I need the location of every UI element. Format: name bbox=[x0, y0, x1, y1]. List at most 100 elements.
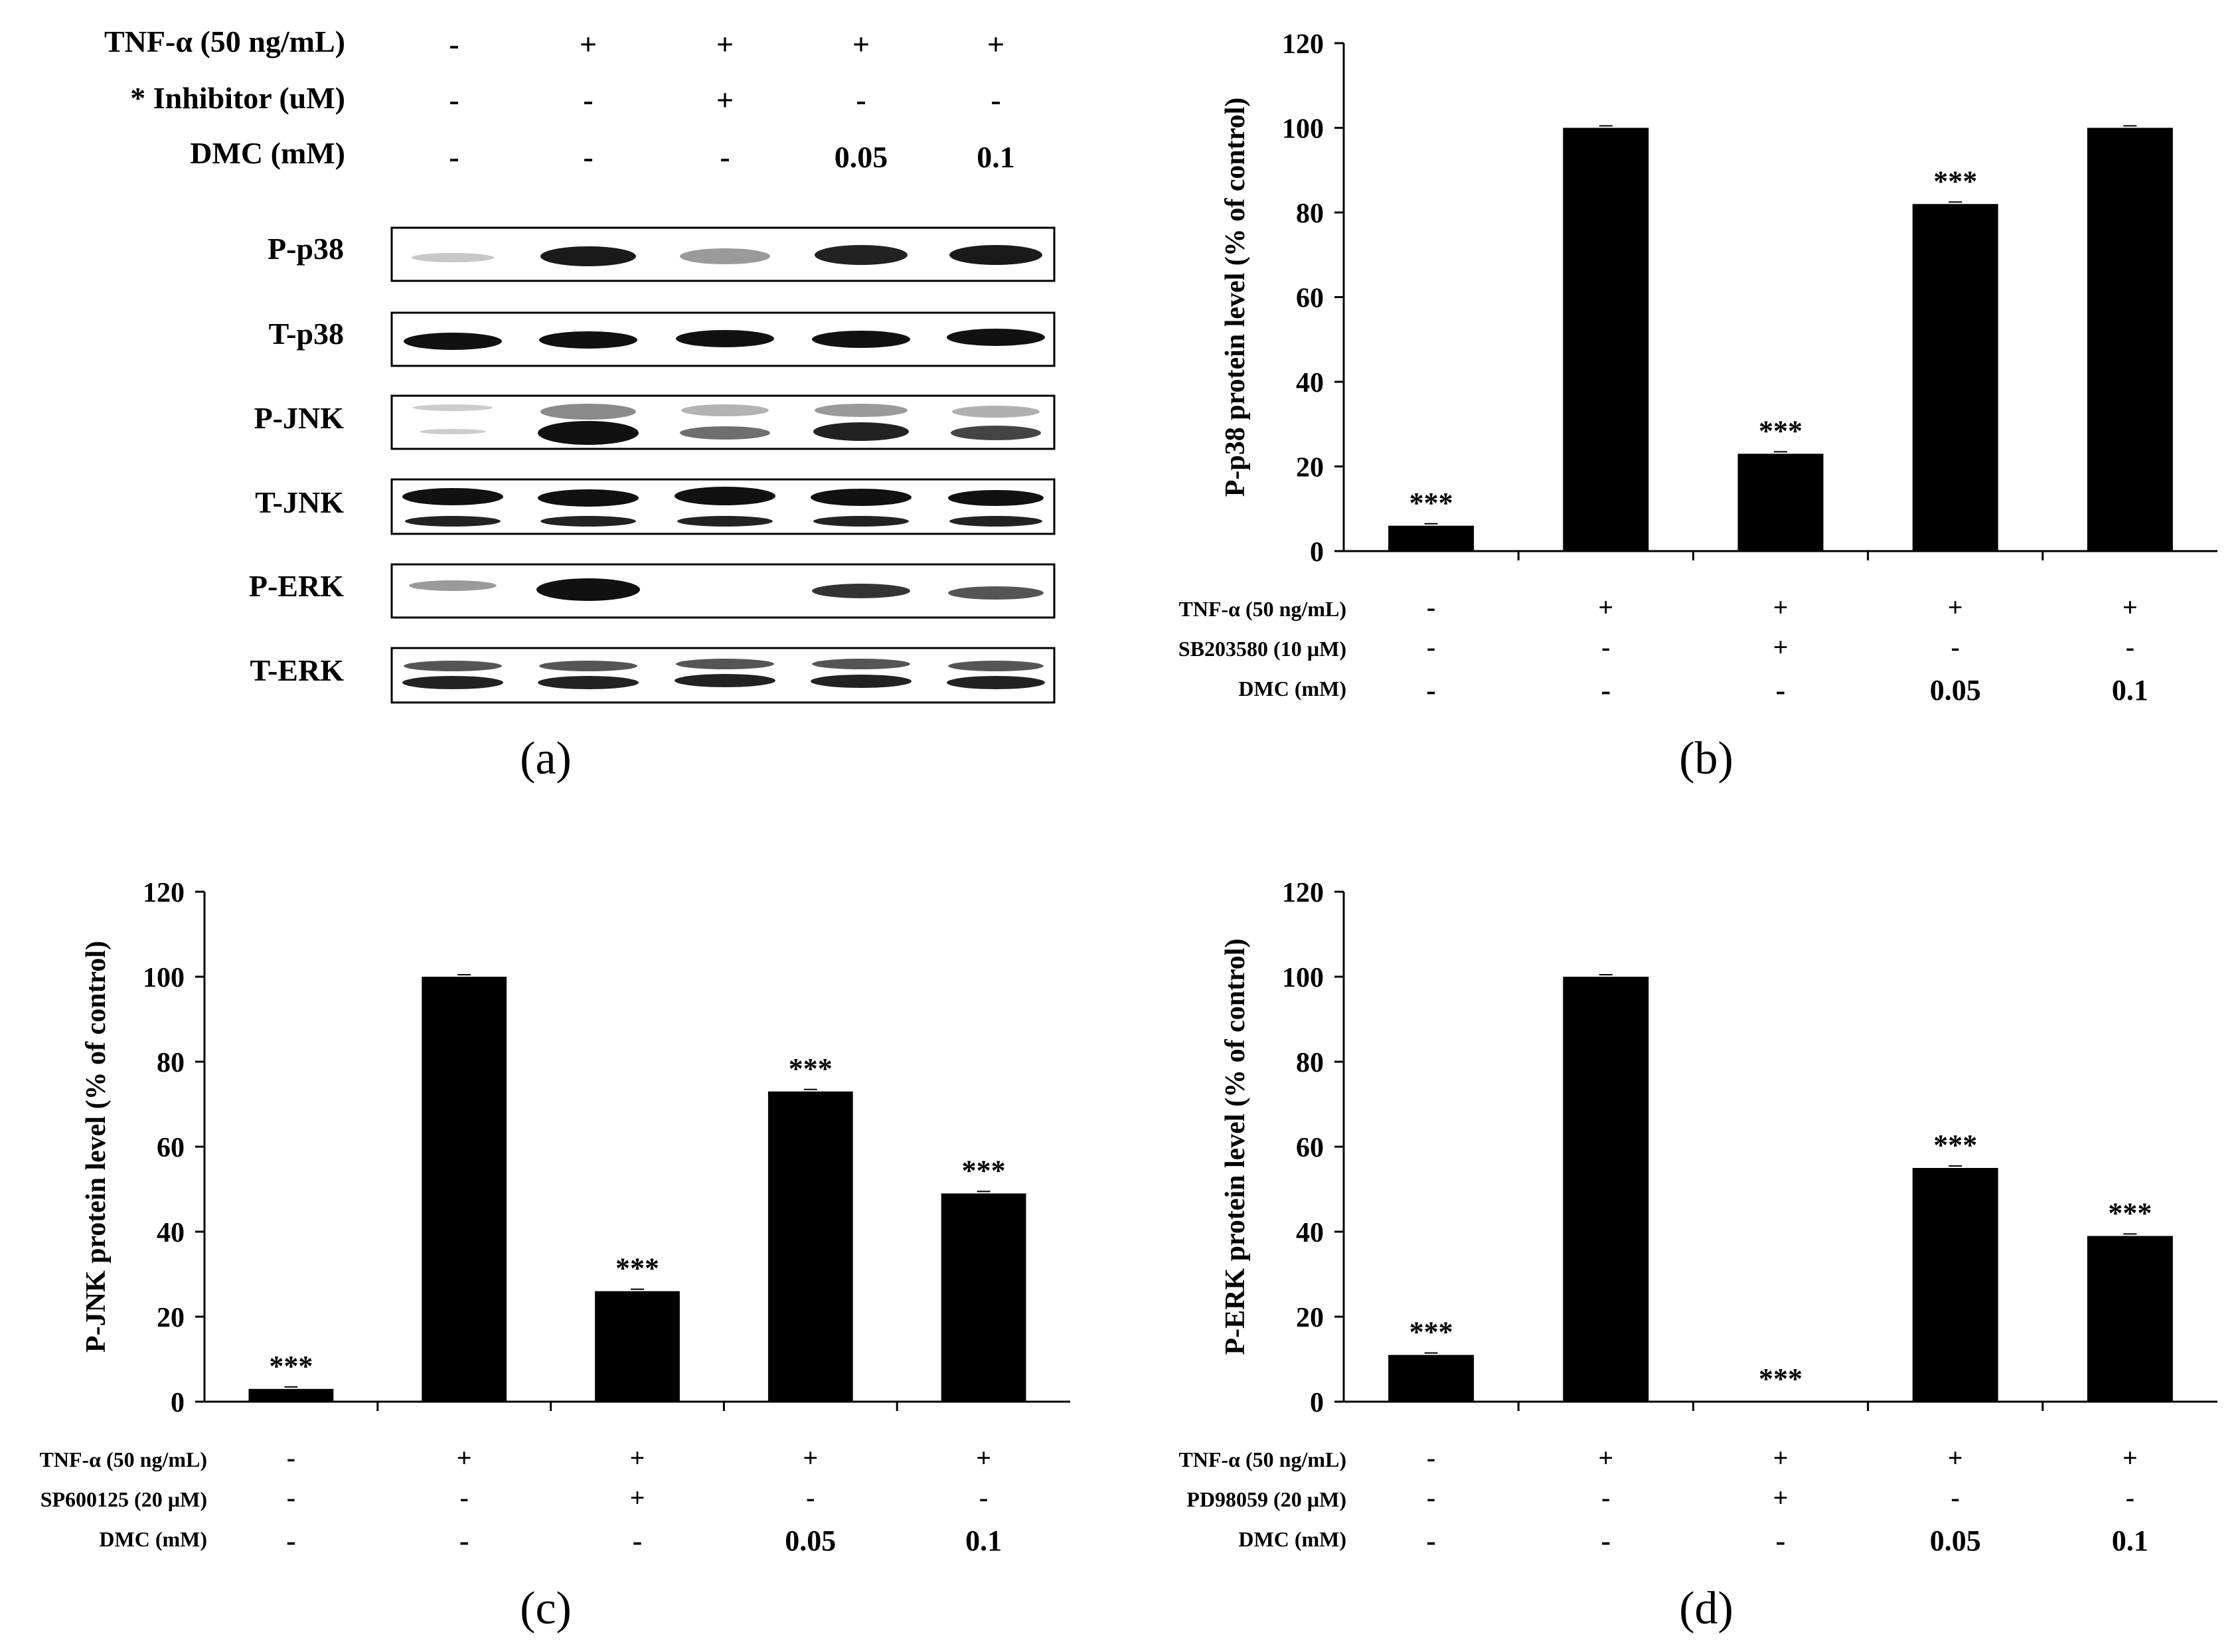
blot-label-p-erk: P-ERK bbox=[249, 569, 344, 603]
header-value: + bbox=[852, 27, 870, 61]
treatment-value: - bbox=[286, 1525, 296, 1557]
treatment-value: - bbox=[1427, 1443, 1435, 1473]
bar-charts: 0 20 40 60 80 100 120 P-p38 protein level (% of… bbox=[39, 29, 2217, 1634]
treatment-value: + bbox=[457, 1443, 472, 1473]
treatment-value: + bbox=[1598, 592, 1613, 622]
y-tick-label: 80 bbox=[1296, 199, 1324, 229]
header-value: + bbox=[716, 83, 734, 117]
treatment-value: 0.1 bbox=[2112, 674, 2148, 706]
bar bbox=[1737, 454, 1824, 551]
chart-panel-b: 0 20 40 60 80 100 120 P-p38 protein level (% of… bbox=[1178, 29, 2217, 784]
y-tick-label: 100 bbox=[1282, 963, 1324, 993]
treatment-value: - bbox=[633, 1525, 643, 1557]
blot-label-t-jnk: T-JNK bbox=[255, 485, 344, 519]
blot-strip-t-erk bbox=[390, 647, 1056, 704]
treatment-value: - bbox=[1601, 674, 1611, 706]
panel-a: TNF-α (50 ng/mL) * Inhibitor (uM) DMC (m… bbox=[104, 25, 1056, 784]
panel-caption-b: (b) bbox=[1679, 733, 1733, 784]
header-value: - bbox=[856, 83, 866, 117]
bar bbox=[1563, 127, 1649, 551]
bar bbox=[767, 1091, 853, 1402]
treatment-value: - bbox=[1601, 632, 1610, 662]
bar bbox=[1388, 1355, 1475, 1402]
treatment-value: - bbox=[459, 1525, 469, 1557]
panel-caption-d: (d) bbox=[1679, 1583, 1733, 1634]
blot-strip-t-jnk bbox=[390, 478, 1056, 535]
header-value: 0.1 bbox=[977, 140, 1015, 174]
header-value: - bbox=[583, 83, 593, 117]
treatment-value: - bbox=[1601, 1525, 1611, 1557]
bar bbox=[941, 1193, 1026, 1402]
treatment-value: + bbox=[2122, 1443, 2138, 1473]
treatment-value: - bbox=[1427, 592, 1435, 622]
bar bbox=[2087, 127, 2173, 551]
header-value: - bbox=[583, 140, 593, 174]
treatment-value: + bbox=[1773, 1483, 1789, 1513]
significance-label: *** bbox=[1409, 1316, 1453, 1349]
treatment-value: 0.05 bbox=[785, 1525, 836, 1557]
treatment-value: + bbox=[1773, 1443, 1789, 1473]
treatment-value: - bbox=[1426, 674, 1436, 706]
treatment-value: 0.1 bbox=[2112, 1525, 2148, 1557]
treatment-value: + bbox=[1773, 592, 1789, 622]
header-label-dmc: DMC (mM) bbox=[190, 136, 345, 170]
header-value: - bbox=[449, 140, 459, 174]
header-value: - bbox=[991, 83, 1000, 117]
header-label-tnf: TNF-α (50 ng/mL) bbox=[104, 25, 345, 58]
significance-label: *** bbox=[789, 1052, 833, 1085]
y-tick-label: 20 bbox=[1296, 453, 1324, 483]
y-axis-label: P-ERK protein level (% of control) bbox=[1220, 938, 1251, 1355]
header-value: 0.05 bbox=[835, 140, 888, 174]
significance-label: *** bbox=[1759, 414, 1802, 447]
treatment-value: + bbox=[1948, 592, 1963, 622]
y-axis-label: P-JNK protein level (% of control) bbox=[81, 941, 112, 1353]
y-tick-label: 80 bbox=[1296, 1048, 1324, 1078]
treatment-value: + bbox=[630, 1443, 645, 1473]
treatment-row-label: DMC (mM) bbox=[1238, 1527, 1346, 1551]
header-value: - bbox=[449, 27, 459, 61]
treatment-value: - bbox=[1951, 632, 1960, 662]
panel-caption-a: (a) bbox=[520, 733, 572, 784]
treatment-value: - bbox=[1776, 1525, 1786, 1557]
treatment-value: + bbox=[2122, 592, 2138, 622]
treatment-value: - bbox=[2126, 632, 2134, 662]
treatment-row-label: DMC (mM) bbox=[99, 1527, 207, 1551]
y-tick-label: 120 bbox=[143, 878, 185, 908]
y-tick-label: 20 bbox=[157, 1303, 185, 1333]
treatment-value: 0.05 bbox=[1930, 674, 1981, 706]
significance-label: *** bbox=[2108, 1197, 2152, 1229]
bar bbox=[2087, 1236, 2173, 1402]
bar bbox=[248, 1388, 334, 1402]
treatment-value: - bbox=[287, 1483, 295, 1513]
blot-strip-t-p38 bbox=[390, 311, 1056, 367]
treatment-value: + bbox=[803, 1443, 818, 1473]
treatment-value: - bbox=[1601, 1483, 1610, 1513]
blot-label-p-p38: P-p38 bbox=[268, 232, 344, 266]
treatment-value: - bbox=[1427, 632, 1435, 662]
y-tick-label: 20 bbox=[1296, 1303, 1324, 1333]
blot-label-t-p38: T-p38 bbox=[269, 317, 344, 351]
significance-label: *** bbox=[1759, 1363, 1802, 1395]
header-label-inhibitor: * Inhibitor (uM) bbox=[130, 81, 345, 115]
treatment-value: + bbox=[1948, 1443, 1963, 1473]
header-value: + bbox=[580, 27, 597, 61]
treatment-row-label: SP600125 (20 µM) bbox=[40, 1487, 207, 1511]
y-tick-label: 40 bbox=[157, 1218, 185, 1248]
bar bbox=[422, 977, 507, 1402]
bar bbox=[1388, 525, 1475, 551]
blot-label-p-jnk: P-JNK bbox=[254, 401, 345, 435]
treatment-value: + bbox=[976, 1443, 991, 1473]
significance-label: *** bbox=[615, 1252, 659, 1285]
y-tick-label: 60 bbox=[1296, 284, 1324, 314]
header-value: - bbox=[449, 83, 459, 117]
y-tick-label: 60 bbox=[1296, 1133, 1324, 1163]
y-axis-label: P-p38 protein level (% of control) bbox=[1220, 98, 1251, 497]
bar bbox=[1563, 977, 1649, 1402]
y-tick-label: 120 bbox=[1282, 29, 1324, 60]
treatment-row-label: TNF-α (50 ng/mL) bbox=[1178, 597, 1346, 621]
blot-strip-p-p38 bbox=[390, 226, 1056, 282]
treatment-value: - bbox=[1426, 1525, 1436, 1557]
treatment-row-label: DMC (mM) bbox=[1238, 677, 1346, 701]
treatment-row-label: SB203580 (10 µM) bbox=[1178, 637, 1346, 661]
panel-caption-c: (c) bbox=[520, 1583, 572, 1634]
